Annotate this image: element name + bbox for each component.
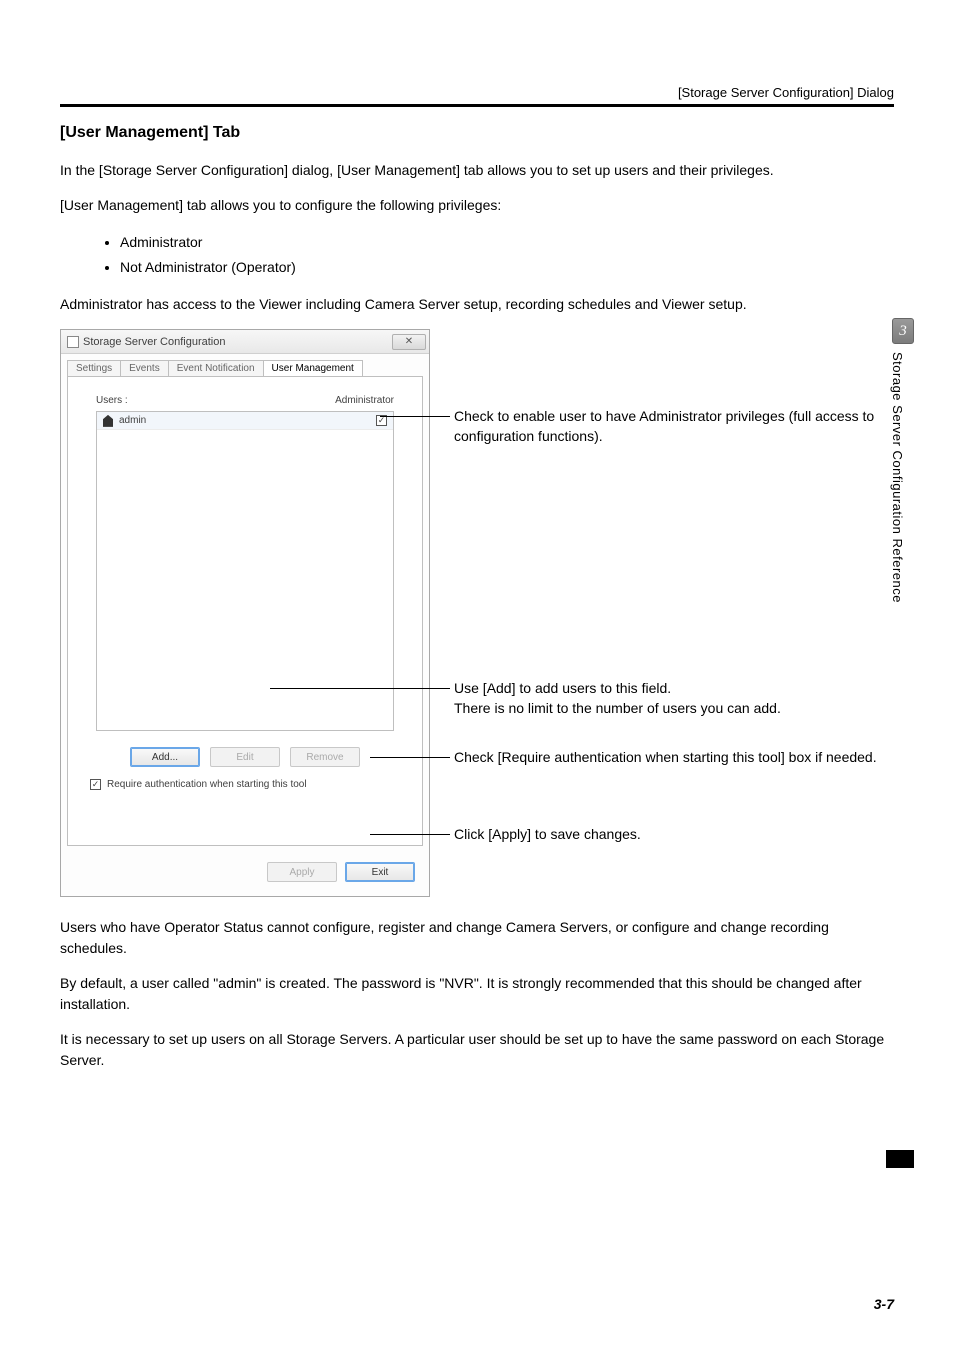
tab-settings[interactable]: Settings bbox=[67, 360, 121, 376]
dialog-titlebar: Storage Server Configuration ✕ bbox=[61, 330, 429, 354]
header-rule bbox=[60, 104, 894, 107]
bullet-item: Administrator bbox=[120, 230, 894, 255]
annotation-add: Use [Add] to add users to this field. Th… bbox=[454, 679, 781, 718]
require-auth-checkbox[interactable]: ✓ bbox=[90, 779, 101, 790]
close-button[interactable]: ✕ bbox=[392, 334, 426, 350]
user-icon bbox=[103, 415, 113, 427]
user-list: admin ✓ bbox=[96, 411, 394, 731]
tab-event-notification[interactable]: Event Notification bbox=[168, 360, 264, 376]
bullet-item: Not Administrator (Operator) bbox=[120, 255, 894, 280]
exit-button[interactable]: Exit bbox=[345, 862, 415, 882]
dialog-tabs: Settings Events Event Notification User … bbox=[61, 354, 429, 376]
page-content: [User Management] Tab In the [Storage Se… bbox=[60, 124, 894, 1085]
text: ] tab allows you to set up users and the… bbox=[456, 162, 774, 178]
text-bold: User Management bbox=[341, 162, 456, 178]
require-auth-label: Require authentication when starting thi… bbox=[107, 779, 307, 790]
side-tab: 3 Storage Server Configuration Reference bbox=[890, 318, 914, 603]
side-title: Storage Server Configuration Reference bbox=[890, 352, 905, 603]
dialog-title: Storage Server Configuration bbox=[83, 336, 225, 348]
callout-line bbox=[270, 688, 450, 689]
annotation-apply: Click [Apply] to save changes. bbox=[454, 825, 641, 845]
text: Click [ bbox=[454, 826, 492, 842]
apply-button[interactable]: Apply bbox=[267, 862, 337, 882]
text-bold: User Management bbox=[64, 197, 179, 213]
text: ] dialog, [ bbox=[284, 162, 341, 178]
text-bold: Require authentication when starting thi… bbox=[501, 749, 780, 765]
callout-line bbox=[370, 834, 450, 835]
chapter-number: 3 bbox=[892, 318, 914, 344]
dialog-window: Storage Server Configuration ✕ Settings … bbox=[60, 329, 430, 897]
figure-row: Storage Server Configuration ✕ Settings … bbox=[60, 329, 894, 897]
administrator-header: Administrator bbox=[335, 395, 394, 406]
paragraph-3: Administrator has access to the Viewer i… bbox=[60, 294, 894, 315]
text: There is no limit to the number of users… bbox=[454, 700, 781, 716]
annotations: Check to enable user to have Administrat… bbox=[430, 329, 894, 897]
text: ] to save changes. bbox=[527, 826, 641, 842]
dialog-bottom-buttons: Apply Exit bbox=[61, 852, 429, 896]
annotation-require-auth: Check [Require authentication when start… bbox=[454, 748, 877, 768]
paragraph-6: It is necessary to set up users on all S… bbox=[60, 1029, 894, 1071]
side-marker bbox=[886, 1150, 914, 1168]
text-bold: Add bbox=[487, 680, 512, 696]
paragraph-1: In the [Storage Server Configuration] di… bbox=[60, 160, 894, 181]
bullet-list: Administrator Not Administrator (Operato… bbox=[120, 230, 894, 280]
text: Check [ bbox=[454, 749, 501, 765]
user-name: admin bbox=[119, 415, 146, 426]
callout-line bbox=[380, 416, 450, 417]
callout-line bbox=[370, 757, 450, 758]
tab-events[interactable]: Events bbox=[120, 360, 169, 376]
text: ] tab allows you to configure the follow… bbox=[179, 197, 501, 213]
text-bold: Apply bbox=[492, 826, 527, 842]
header-breadcrumb: [Storage Server Configuration] Dialog bbox=[678, 85, 894, 100]
page-number: 3-7 bbox=[874, 1296, 894, 1312]
tab-user-management[interactable]: User Management bbox=[263, 360, 363, 376]
app-icon bbox=[67, 336, 79, 348]
user-row[interactable]: admin ✓ bbox=[97, 412, 393, 430]
add-button[interactable]: Add... bbox=[130, 747, 200, 767]
text-bold: Storage Server Configuration bbox=[103, 162, 284, 178]
titlebar-left: Storage Server Configuration bbox=[67, 336, 225, 348]
paragraph-2: [User Management] tab allows you to conf… bbox=[60, 195, 894, 216]
paragraph-4: Users who have Operator Status cannot co… bbox=[60, 917, 894, 959]
text: Check to enable user to have Administrat… bbox=[454, 408, 874, 444]
text: Use [ bbox=[454, 680, 487, 696]
user-buttons: Add... Edit Remove bbox=[68, 747, 422, 767]
text: ] to add users to this field. bbox=[512, 680, 672, 696]
text: In the [ bbox=[60, 162, 103, 178]
users-label: Users : bbox=[96, 395, 128, 406]
annotation-admin-check: Check to enable user to have Administrat… bbox=[454, 407, 894, 446]
require-auth-row: ✓ Require authentication when starting t… bbox=[90, 779, 307, 790]
section-title: [User Management] Tab bbox=[60, 124, 894, 142]
text: ] box if needed. bbox=[781, 749, 877, 765]
tab-panel: Users : Administrator admin ✓ Add... Edi… bbox=[67, 376, 423, 846]
edit-button[interactable]: Edit bbox=[210, 747, 280, 767]
paragraph-5: By default, a user called "admin" is cre… bbox=[60, 973, 894, 1015]
remove-button[interactable]: Remove bbox=[290, 747, 360, 767]
